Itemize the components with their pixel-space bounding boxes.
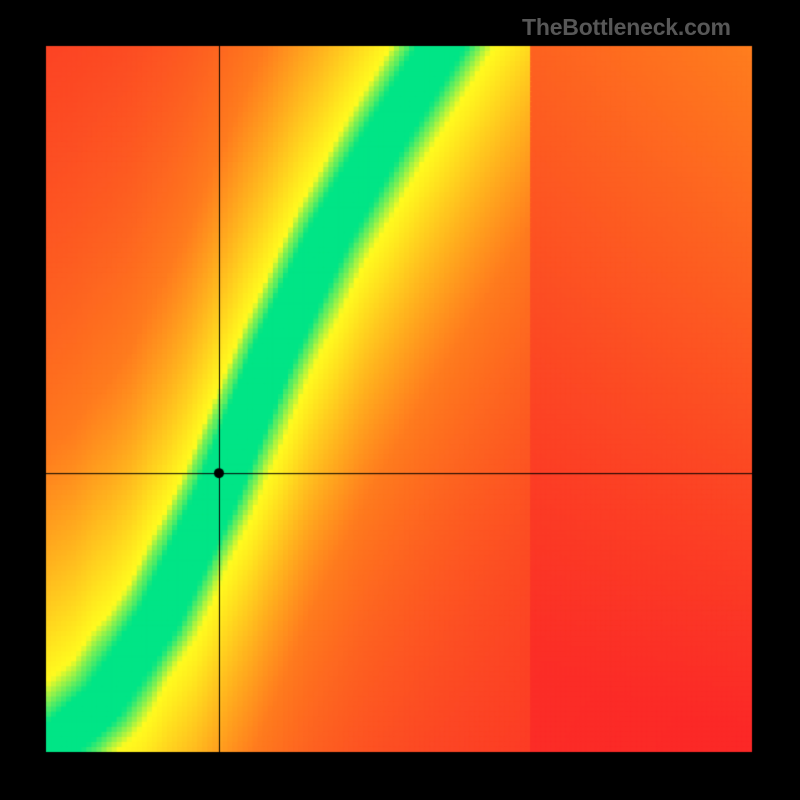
- heatmap-canvas: [0, 0, 800, 800]
- watermark-text: TheBottleneck.com: [522, 14, 731, 41]
